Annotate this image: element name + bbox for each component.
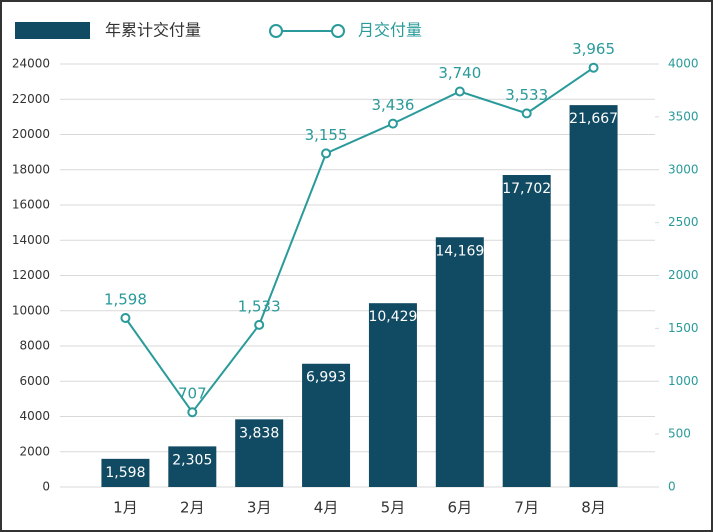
y-tick-label: 2000 (19, 444, 50, 458)
bar (168, 446, 217, 487)
legend-swatch (331, 24, 345, 38)
x-tick-label: 3月 (247, 499, 272, 517)
bar-value-label: 6,993 (306, 370, 346, 386)
y-tick-label: 10000 (12, 303, 50, 317)
bar (435, 237, 484, 487)
y2-tick-label: 2000 (668, 268, 699, 282)
y2-tick-label: 1500 (668, 321, 699, 335)
line-value-label: 707 (178, 385, 207, 403)
y-tick-label: 8000 (19, 339, 50, 353)
line-value-label: 1,598 (104, 291, 147, 309)
line-value-label: 3,740 (438, 64, 481, 82)
y-tick-label: 22000 (12, 92, 50, 106)
x-tick-label: 7月 (514, 499, 539, 517)
x-tick-label: 5月 (381, 499, 406, 517)
legend-swatch (269, 24, 283, 38)
line-value-label: 3,436 (371, 96, 414, 114)
y-tick-label: 14000 (12, 233, 50, 247)
bar (368, 303, 417, 487)
bar-value-label: 3,838 (239, 425, 279, 441)
y2-tick-label: 0 (668, 480, 676, 494)
y2-tick-label: 2500 (668, 215, 699, 229)
line-value-label: 3,155 (305, 126, 348, 144)
line-point (321, 148, 332, 159)
y-tick-label: 18000 (12, 162, 50, 176)
y2-tick-label: 500 (668, 427, 691, 441)
bar (569, 105, 618, 487)
y-tick-label: 16000 (12, 198, 50, 212)
x-tick-label: 6月 (448, 499, 473, 517)
bar (302, 363, 351, 487)
y-tick-label: 0 (42, 480, 50, 494)
y-tick-label: 6000 (19, 374, 50, 388)
line-value-label: 1,533 (238, 297, 281, 315)
line-point (254, 319, 265, 330)
y-tick-label: 20000 (12, 127, 50, 141)
y2-tick-label: 4000 (668, 57, 699, 71)
line-point (521, 108, 532, 119)
bar-value-label: 21,667 (569, 111, 618, 127)
line-value-label: 3,965 (572, 40, 615, 58)
x-tick-label: 4月 (314, 499, 339, 517)
legend-swatch (15, 22, 90, 39)
line-value-label: 3,533 (505, 86, 548, 104)
y-tick-label: 4000 (19, 409, 50, 423)
x-tick-label: 1月 (113, 499, 138, 517)
line-point (454, 86, 465, 97)
y2-tick-label: 3500 (668, 109, 699, 123)
bar-value-label: 14,169 (435, 243, 484, 259)
bar-value-label: 10,429 (368, 309, 417, 325)
legend-label: 月交付量 (358, 21, 422, 40)
bar (101, 458, 150, 487)
y2-tick-label: 1000 (668, 374, 699, 388)
x-tick-label: 8月 (581, 499, 606, 517)
bar (502, 175, 551, 487)
bar-value-label: 1,598 (105, 465, 145, 481)
x-tick-label: 2月 (180, 499, 205, 517)
y-tick-label: 12000 (12, 268, 50, 282)
bar-value-label: 17,702 (502, 181, 551, 197)
bar-value-label: 2,305 (172, 452, 212, 468)
line-point (120, 313, 131, 324)
bar (235, 419, 284, 487)
y2-tick-label: 3000 (668, 162, 699, 176)
line (124, 66, 595, 414)
line-point (187, 407, 198, 418)
line-point (588, 62, 599, 73)
y-tick-label: 24000 (12, 57, 50, 71)
legend-label: 年累计交付量 (105, 21, 201, 40)
line-point (387, 118, 398, 129)
